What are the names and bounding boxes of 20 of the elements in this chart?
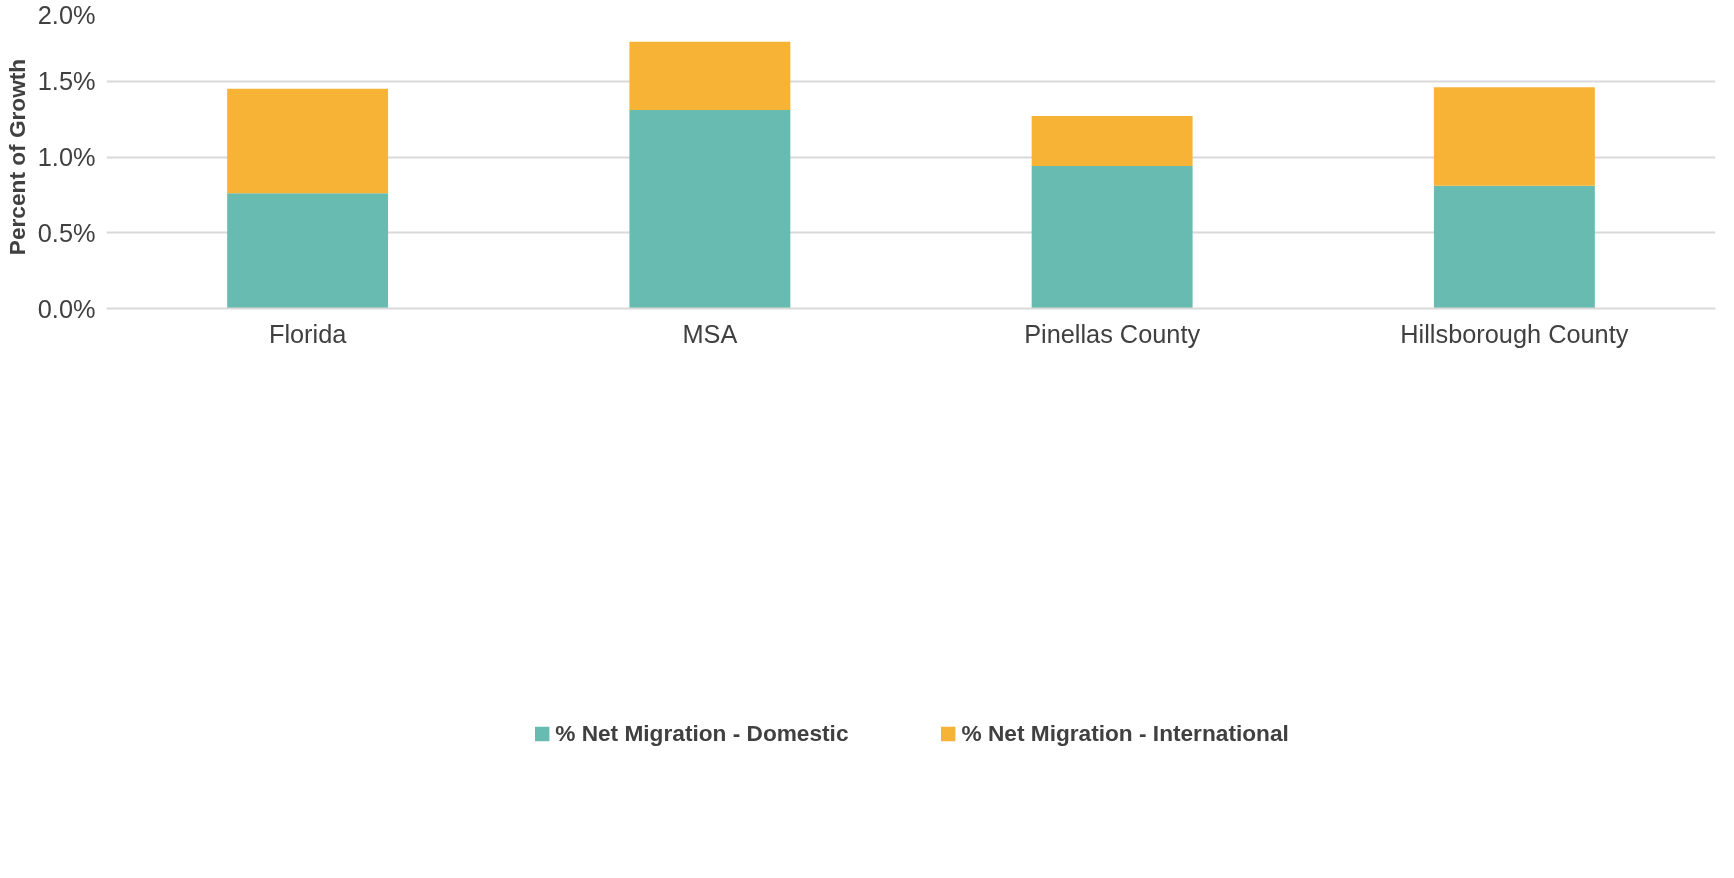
bar — [629, 41, 791, 111]
x-tick-label: Hillsborough County — [1400, 319, 1629, 348]
y-tick-label: 0.0% — [37, 294, 96, 323]
y-tick-label: 0.5% — [37, 218, 96, 247]
legend-label: % Net Migration - International — [961, 719, 1289, 747]
bar — [227, 193, 389, 309]
y-tick-label: 1.0% — [37, 143, 96, 171]
x-tick-label: Pinellas County — [1024, 319, 1201, 348]
bar — [1433, 87, 1595, 186]
bar — [1031, 166, 1193, 309]
y-tick-label: 2.0% — [37, 0, 96, 29]
bar — [1433, 185, 1595, 309]
legend-label: % Net Migration - Domestic — [555, 719, 849, 747]
bar — [227, 88, 389, 194]
bar — [629, 110, 791, 309]
bar — [1031, 116, 1193, 167]
x-tick-label: Florida — [268, 319, 348, 348]
y-axis-title: Percent of Growth — [3, 58, 30, 256]
y-tick-label: 1.5% — [37, 67, 96, 96]
x-tick-label: MSA — [682, 319, 738, 348]
